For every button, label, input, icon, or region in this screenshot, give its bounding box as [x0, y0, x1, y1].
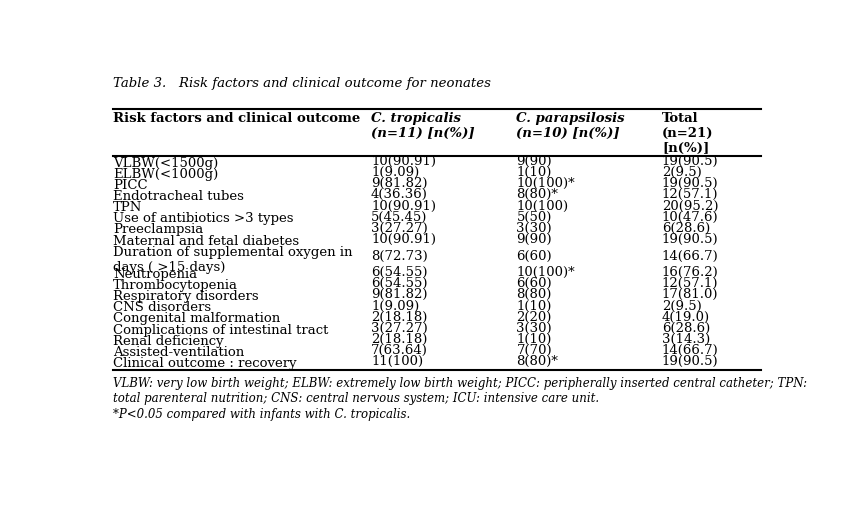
Text: Respiratory disorders: Respiratory disorders: [113, 290, 258, 303]
Text: 8(80): 8(80): [516, 288, 551, 301]
Text: Complications of intestinal tract: Complications of intestinal tract: [113, 323, 328, 337]
Text: 19(90.5): 19(90.5): [661, 355, 717, 368]
Text: 19(90.5): 19(90.5): [661, 177, 717, 190]
Text: 3(30): 3(30): [516, 322, 551, 335]
Text: 12(57.1): 12(57.1): [661, 188, 717, 202]
Text: *P<0.05 compared with infants with C. tropicalis.: *P<0.05 compared with infants with C. tr…: [113, 407, 410, 421]
Text: 10(47.6): 10(47.6): [661, 211, 717, 224]
Text: 14(66.7): 14(66.7): [661, 344, 718, 357]
Text: 14(66.7): 14(66.7): [661, 249, 718, 262]
Text: 5(45.45): 5(45.45): [371, 211, 427, 224]
Text: 6(60): 6(60): [516, 277, 551, 290]
Text: 8(80)*: 8(80)*: [516, 355, 558, 368]
Text: C. parapsilosis
(n=10) [n(%)]: C. parapsilosis (n=10) [n(%)]: [516, 111, 625, 140]
Text: 19(90.5): 19(90.5): [661, 233, 717, 246]
Text: 7(70): 7(70): [516, 344, 551, 357]
Text: 6(28.6): 6(28.6): [661, 322, 710, 335]
Text: Total
(n=21)
[n(%)]: Total (n=21) [n(%)]: [661, 111, 712, 154]
Text: VLBW: very low birth weight; ELBW: extremely low birth weight; PICC: peripherall: VLBW: very low birth weight; ELBW: extre…: [113, 377, 806, 390]
Text: 8(80)*: 8(80)*: [516, 188, 558, 202]
Text: TPN: TPN: [113, 201, 142, 214]
Text: 2(18.18): 2(18.18): [371, 311, 427, 324]
Text: Neutropenia: Neutropenia: [113, 268, 197, 281]
Text: Duration of supplemental oxygen in
days ( >15 days): Duration of supplemental oxygen in days …: [113, 246, 353, 274]
Text: Maternal and fetal diabetes: Maternal and fetal diabetes: [113, 235, 299, 248]
Text: 19(90.5): 19(90.5): [661, 155, 717, 168]
Text: 3(27.27): 3(27.27): [371, 322, 428, 335]
Text: 9(90): 9(90): [516, 233, 551, 246]
Text: 9(81.82): 9(81.82): [371, 177, 427, 190]
Text: Endotracheal tubes: Endotracheal tubes: [113, 190, 244, 203]
Text: Renal deficiency: Renal deficiency: [113, 334, 223, 348]
Text: 6(54.55): 6(54.55): [371, 277, 427, 290]
Text: CNS disorders: CNS disorders: [113, 301, 211, 314]
Text: PICC: PICC: [113, 179, 147, 192]
Text: 9(90): 9(90): [516, 155, 551, 168]
Text: 10(100)*: 10(100)*: [516, 266, 574, 279]
Text: 11(100): 11(100): [371, 355, 423, 368]
Text: 1(9.09): 1(9.09): [371, 300, 419, 312]
Text: 10(90.91): 10(90.91): [371, 200, 435, 213]
Text: 10(90.91): 10(90.91): [371, 155, 435, 168]
Text: 6(28.6): 6(28.6): [661, 222, 710, 235]
Text: Congenital malformation: Congenital malformation: [113, 312, 280, 326]
Text: 20(95.2): 20(95.2): [661, 200, 717, 213]
Text: 10(100)*: 10(100)*: [516, 177, 574, 190]
Text: VLBW(<1500g): VLBW(<1500g): [113, 157, 218, 170]
Text: Preeclampsia: Preeclampsia: [113, 224, 204, 236]
Text: 9(81.82): 9(81.82): [371, 288, 427, 301]
Text: 2(18.18): 2(18.18): [371, 333, 427, 346]
Text: 17(81.0): 17(81.0): [661, 288, 717, 301]
Text: 5(50): 5(50): [516, 211, 551, 224]
Text: 1(10): 1(10): [516, 333, 551, 346]
Text: 12(57.1): 12(57.1): [661, 277, 717, 290]
Text: 1(10): 1(10): [516, 300, 551, 312]
Text: 3(14.3): 3(14.3): [661, 333, 710, 346]
Text: 2(20): 2(20): [516, 311, 551, 324]
Text: 4(19.0): 4(19.0): [661, 311, 709, 324]
Text: Table 3.   Risk factors and clinical outcome for neonates: Table 3. Risk factors and clinical outco…: [113, 77, 491, 90]
Text: Assisted-ventilation: Assisted-ventilation: [113, 346, 245, 359]
Text: 10(90.91): 10(90.91): [371, 233, 435, 246]
Text: C. tropicalis
(n=11) [n(%)]: C. tropicalis (n=11) [n(%)]: [371, 111, 474, 140]
Text: 1(10): 1(10): [516, 166, 551, 179]
Text: ELBW(<1000g): ELBW(<1000g): [113, 168, 218, 181]
Text: 3(30): 3(30): [516, 222, 551, 235]
Text: 4(36.36): 4(36.36): [371, 188, 428, 202]
Text: Clinical outcome : recovery: Clinical outcome : recovery: [113, 357, 296, 370]
Text: 10(100): 10(100): [516, 200, 568, 213]
Text: 2(9.5): 2(9.5): [661, 300, 701, 312]
Text: 8(72.73): 8(72.73): [371, 249, 428, 262]
Text: Use of antibiotics >3 types: Use of antibiotics >3 types: [113, 213, 293, 225]
Text: 2(9.5): 2(9.5): [661, 166, 701, 179]
Text: 16(76.2): 16(76.2): [661, 266, 718, 279]
Text: Thrombocytopenia: Thrombocytopenia: [113, 279, 238, 292]
Text: 6(60): 6(60): [516, 249, 551, 262]
Text: 1(9.09): 1(9.09): [371, 166, 419, 179]
Text: total parenteral nutrition; CNS: central nervous system; ICU: intensive care uni: total parenteral nutrition; CNS: central…: [113, 392, 599, 405]
Text: 3(27.27): 3(27.27): [371, 222, 428, 235]
Text: 7(63.64): 7(63.64): [371, 344, 428, 357]
Text: 6(54.55): 6(54.55): [371, 266, 427, 279]
Text: Risk factors and clinical outcome: Risk factors and clinical outcome: [113, 111, 360, 124]
